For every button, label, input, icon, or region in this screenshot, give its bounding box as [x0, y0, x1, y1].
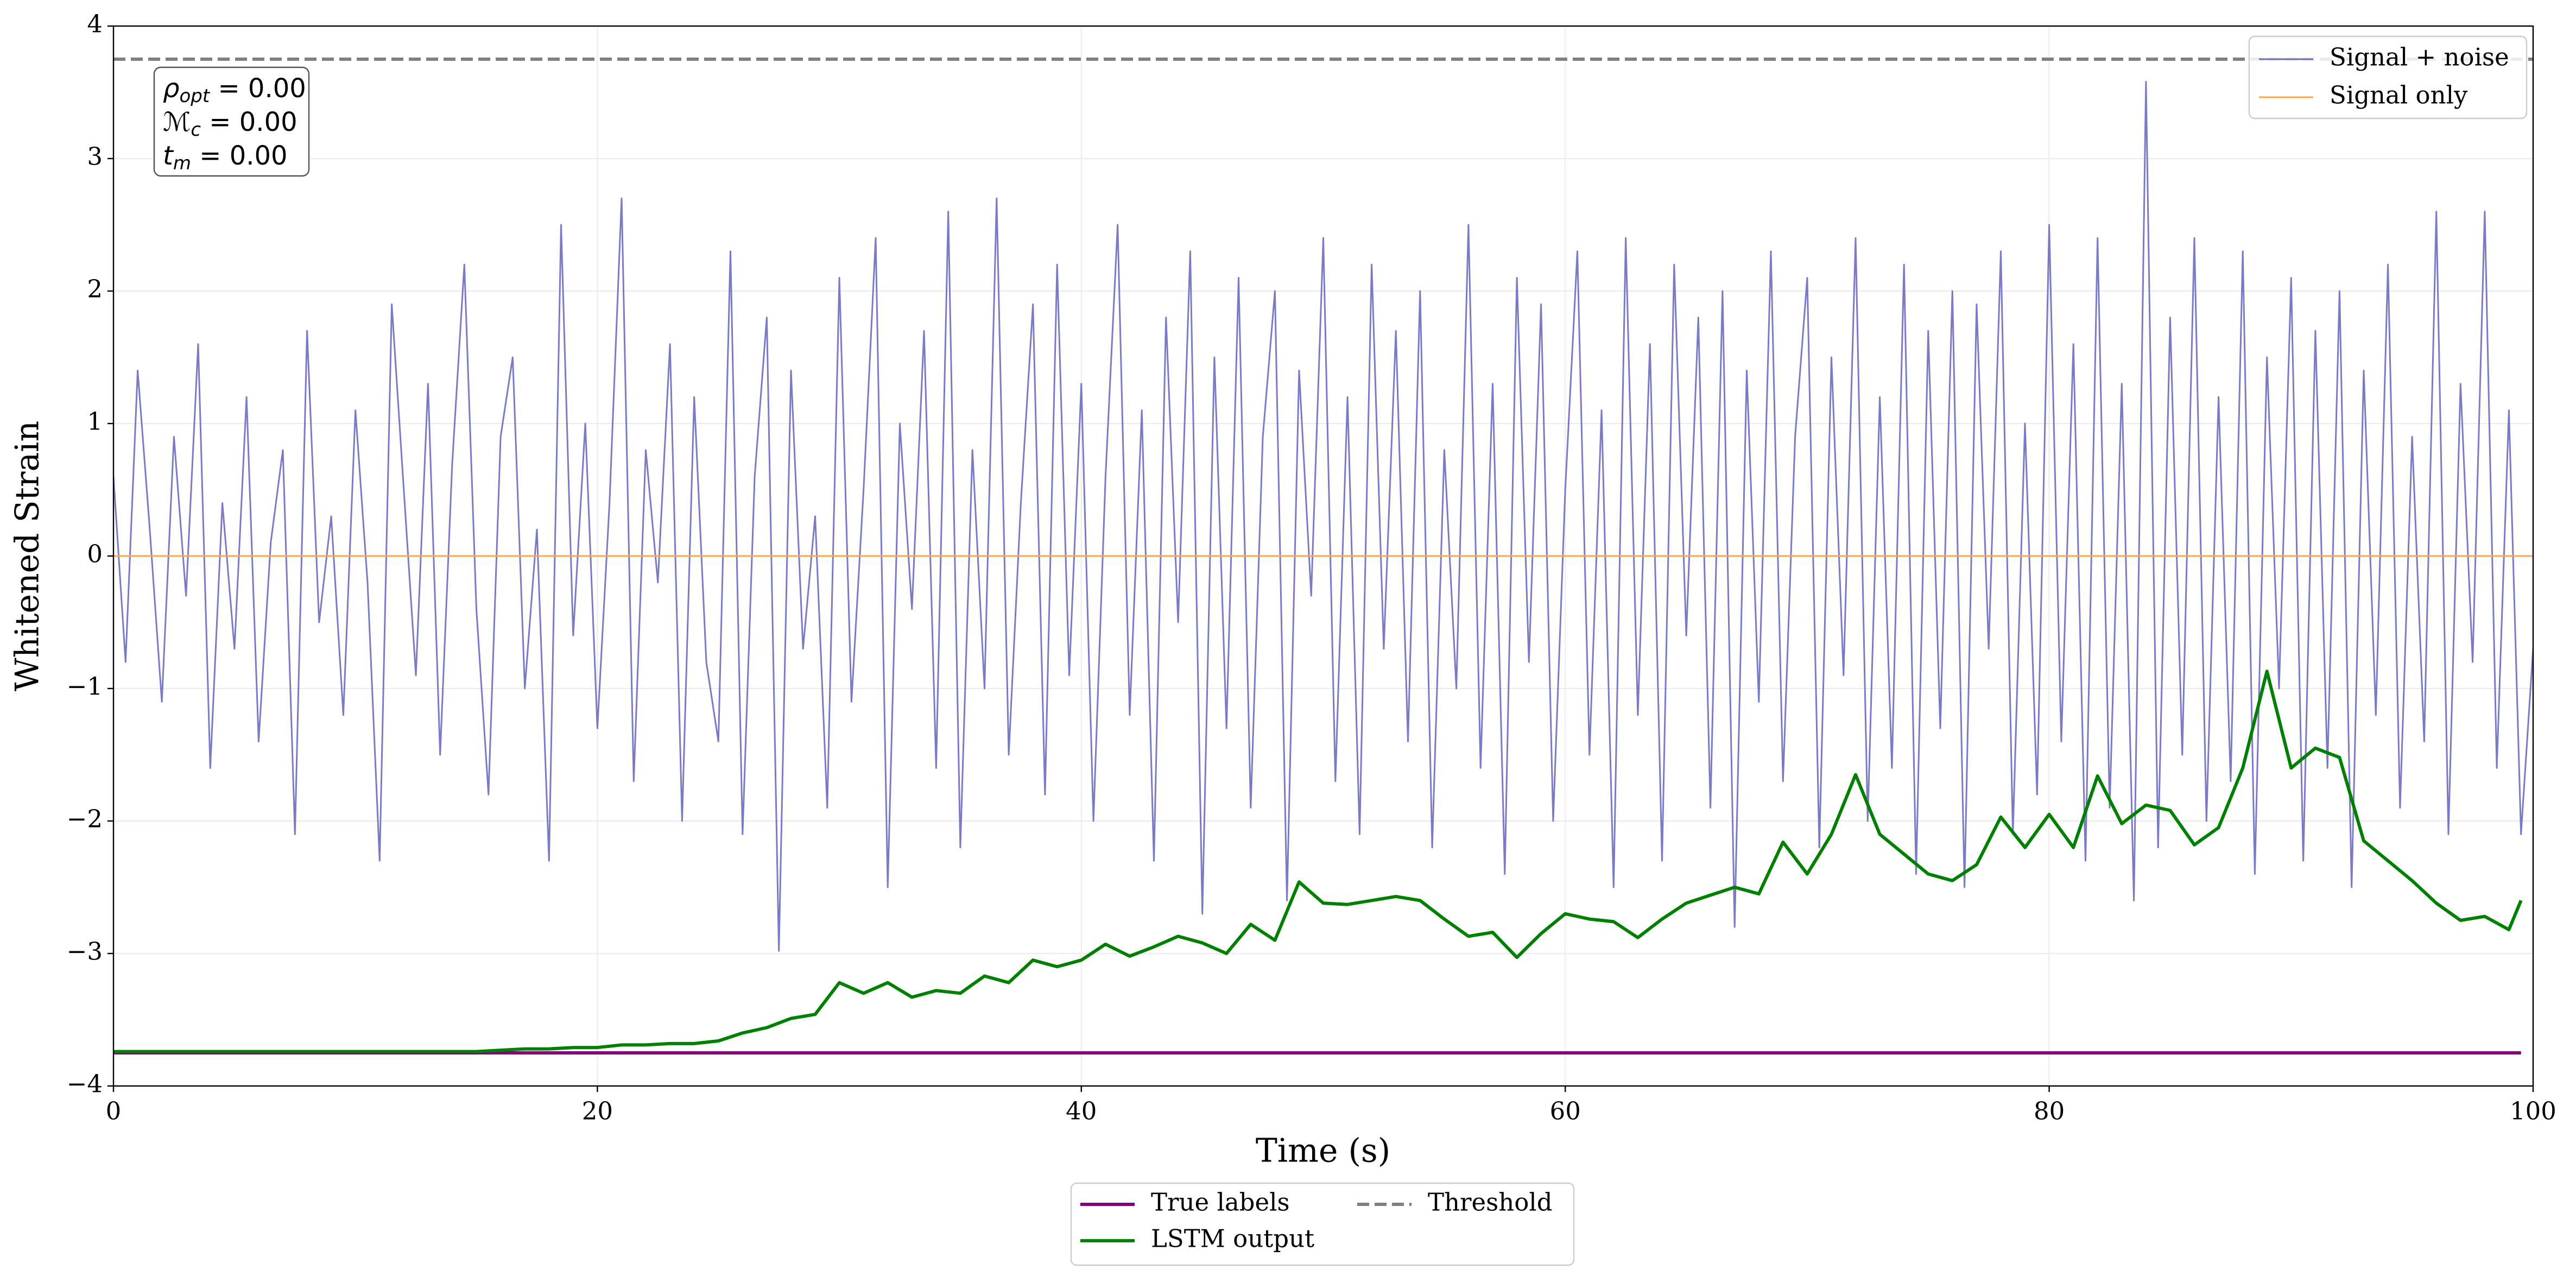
annotation: ρopt = 0.00 [163, 73, 306, 107]
y-axis-label: Whitened Strain [9, 421, 47, 691]
legend-box [1070, 1182, 1575, 1266]
legend-label: Threshold [1428, 1188, 1553, 1217]
series-line [113, 81, 2533, 952]
legend-box [2248, 35, 2528, 119]
y-tick-label: −1 [67, 672, 103, 701]
x-tick-label: 40 [1066, 1097, 1097, 1126]
x-tick-label: 0 [106, 1097, 122, 1126]
annotation: tm = 0.00 [163, 141, 288, 174]
annotation-symbol: ℳ [163, 107, 191, 137]
y-tick-label: 4 [87, 10, 103, 39]
legend-label: Signal only [2330, 81, 2468, 110]
annotation-text: = 0.00 [201, 107, 298, 137]
annotation-symbol: t [163, 141, 174, 171]
x-tick-label: 80 [2034, 1097, 2065, 1126]
legend-label: LSTM output [1151, 1224, 1314, 1253]
y-tick-label: −2 [67, 805, 103, 833]
annotation-text: = 0.00 [210, 73, 306, 104]
axes-frame [112, 25, 2534, 1087]
y-tick-label: −3 [67, 937, 103, 966]
annotation-text: = 0.00 [191, 141, 288, 171]
x-axis-label: Time (s) [1256, 1132, 1390, 1170]
x-tick-label: 60 [1550, 1097, 1581, 1126]
y-tick-label: 0 [87, 540, 103, 569]
y-tick-label: 3 [87, 142, 103, 171]
y-tick-label: −4 [67, 1070, 103, 1098]
annotation-symbol: ρ [163, 73, 179, 104]
annotation-subscript: m [173, 153, 191, 174]
annotation-subscript: c [191, 119, 201, 141]
annotation-box [153, 66, 310, 177]
series-line [113, 670, 2523, 1053]
legend-label: Signal + noise [2330, 43, 2509, 72]
x-tick-label: 100 [2510, 1097, 2556, 1126]
annotation-subscript: opt [179, 85, 210, 107]
y-tick-label: 2 [87, 275, 103, 304]
x-tick-label: 20 [582, 1097, 613, 1126]
legend-label: True labels [1151, 1188, 1290, 1217]
y-tick-label: 1 [87, 407, 103, 436]
annotation: ℳc = 0.00 [163, 107, 298, 141]
